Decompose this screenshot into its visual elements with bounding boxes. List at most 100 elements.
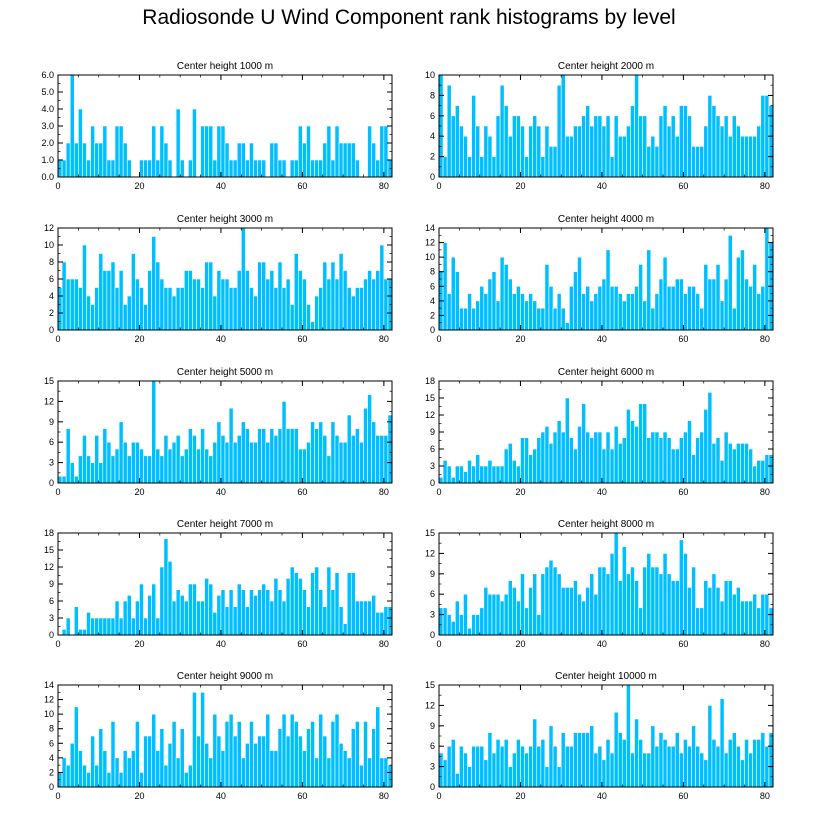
histogram-bar [302, 142, 307, 178]
histogram-bar [350, 572, 356, 636]
y-tick-label: 6 [430, 741, 435, 751]
histogram-bar [601, 566, 607, 636]
histogram-bar [446, 84, 452, 178]
histogram-bar [298, 735, 303, 788]
histogram-bar [630, 566, 635, 636]
histogram-bar [744, 135, 749, 178]
histogram-bar [249, 589, 254, 636]
histogram-bar [208, 261, 214, 331]
histogram-bar [446, 614, 452, 636]
histogram-bar [503, 105, 509, 178]
histogram-bar [131, 617, 136, 636]
histogram-bar [528, 125, 533, 178]
histogram-bar [674, 135, 680, 178]
panel-title: Center height 1000 m [177, 61, 273, 72]
histogram-bar [220, 278, 226, 331]
histogram-bar [650, 566, 656, 636]
histogram-bar [646, 146, 652, 178]
histogram-bar [334, 435, 340, 484]
histogram-bar [634, 74, 639, 178]
histogram-bar [658, 437, 664, 484]
histogram-bar [151, 713, 157, 788]
histogram-bar [65, 617, 71, 636]
histogram-bar [114, 287, 120, 331]
histogram-bar [731, 307, 737, 331]
y-tick-label: 6 [49, 596, 54, 606]
x-tick-label: 0 [436, 791, 441, 801]
histogram-bar [621, 300, 627, 331]
histogram-bar [438, 752, 444, 788]
histogram-bar [245, 428, 250, 484]
histogram-bar [573, 125, 578, 178]
histogram-bar [601, 448, 607, 484]
histogram-bar [516, 285, 521, 331]
y-tick-label: 15 [425, 528, 435, 538]
histogram-bar [577, 426, 582, 484]
histogram-bar [687, 420, 692, 484]
x-tick-label: 0 [436, 334, 441, 344]
histogram-bar [658, 278, 664, 331]
histogram-bar [630, 420, 635, 484]
histogram-bar [281, 401, 287, 484]
histogram-bar [495, 593, 501, 636]
histogram-bar [585, 431, 591, 484]
panel-title: Center height 9000 m [177, 671, 273, 682]
histogram-bar [736, 587, 741, 636]
histogram-bar [744, 278, 749, 331]
histogram-bar [171, 600, 177, 636]
histogram-bar [524, 607, 529, 636]
x-tick-label: 40 [216, 334, 226, 344]
histogram-bar [135, 441, 140, 484]
panel-title: Center height 4000 m [558, 214, 654, 225]
histogram-bar [442, 156, 448, 178]
histogram-bar [114, 448, 120, 484]
histogram-bar [564, 135, 570, 178]
histogram-bar [642, 300, 648, 331]
y-tick-label: 12 [425, 548, 435, 558]
histogram-bar [768, 454, 774, 484]
histogram-bar [359, 764, 364, 788]
histogram-bar [285, 428, 291, 484]
histogram-bar [277, 159, 283, 178]
histogram-bar [330, 421, 336, 484]
histogram-bar [322, 735, 328, 788]
histogram-bar [179, 159, 185, 178]
histogram-bar [483, 293, 489, 331]
histogram-panel: Center height 7000 m 0 20 40 60 80 0 3 6 9 12 15 18 [44, 519, 393, 649]
histogram-bar [760, 95, 766, 178]
histogram-bar [463, 593, 468, 636]
histogram-bar [179, 287, 185, 331]
histogram-bar [298, 578, 303, 636]
histogram-bar [359, 287, 364, 331]
histogram-bar [379, 125, 385, 178]
y-tick-label: 4 [430, 131, 435, 141]
histogram-bar [314, 566, 319, 636]
histogram-bar [371, 421, 377, 484]
histogram-bar [491, 752, 497, 788]
histogram-bar [159, 278, 165, 331]
histogram-bar [666, 285, 672, 331]
x-tick-label: 20 [134, 487, 144, 497]
histogram-bar [516, 739, 521, 788]
histogram-bar [98, 617, 104, 636]
histogram-bar [585, 285, 591, 331]
panel-title: Center height 10000 m [555, 671, 657, 682]
histogram-bar [499, 256, 505, 331]
histogram-bar [544, 566, 550, 636]
histogram-bar [715, 587, 721, 636]
histogram-bar [338, 441, 344, 484]
histogram-bar [507, 580, 513, 636]
x-tick-label: 20 [134, 791, 144, 801]
y-tick-label: 12 [425, 410, 435, 420]
histogram-bar [752, 593, 758, 636]
histogram-bar [577, 256, 582, 331]
histogram-bar [552, 745, 558, 788]
histogram-bar [322, 435, 328, 484]
histogram-bar [98, 142, 104, 178]
histogram-bar [326, 125, 332, 178]
histogram-bar [204, 742, 210, 788]
histogram-bar [371, 595, 377, 636]
histogram-bar [269, 142, 275, 178]
histogram-bar [273, 435, 279, 484]
histogram-bar [265, 278, 271, 331]
